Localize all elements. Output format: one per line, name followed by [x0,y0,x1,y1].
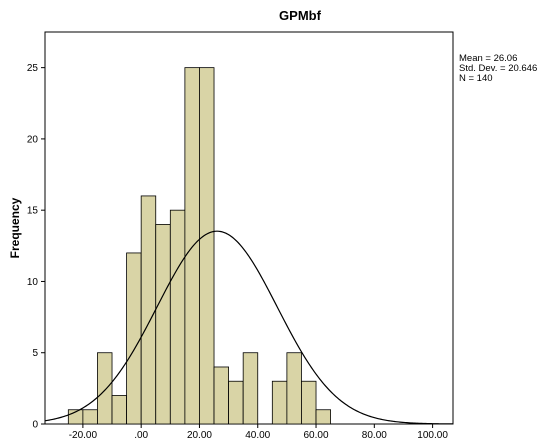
histogram-bar [315,409,331,425]
chart-title: GPMbf [279,8,322,23]
normal-curve [44,230,454,425]
x-tick-label: .00 [134,430,148,441]
x-tick-label: -20.00 [69,430,98,441]
stats-line: Mean = 26.06 [459,53,517,64]
x-tick-label: 60.00 [304,430,329,441]
y-tick-label: 15 [27,206,39,217]
histogram-bar [228,380,244,425]
axes-group: 0 5 10 15 20 25 -20.00 .00 20.00 40.00 60.00 80.00 1… [27,63,448,441]
histogram-bar [155,224,171,425]
histogram-bar [111,395,128,425]
x-tick-label: 20.00 [187,430,212,441]
y-tick-label: 5 [32,348,38,359]
histogram-bar [271,380,288,425]
histogram-bar [82,409,98,425]
stats-line: Std. Dev. = 20.646 [459,63,537,74]
y-tick-label: 0 [32,420,38,431]
histogram-bar [301,380,317,425]
histogram-bar [242,352,259,425]
stats-line: N = 140 [459,73,493,84]
y-tick-label: 25 [27,63,39,74]
histogram-bar [97,352,113,425]
x-tick-label: 100.00 [417,430,448,441]
histogram-bar [199,67,215,425]
x-tick-label: 80.00 [362,430,387,441]
x-tick-label: 40.00 [245,430,270,441]
histogram-bar [126,252,142,425]
y-axis-label: Frequency [8,197,22,258]
histogram-bar [286,352,302,425]
histogram-bar [169,209,186,425]
histogram-bar [184,67,200,425]
y-tick-label: 20 [27,134,39,145]
histogram-bar [213,366,229,425]
histogram-bar [140,195,157,425]
y-tick-label: 10 [27,277,39,288]
